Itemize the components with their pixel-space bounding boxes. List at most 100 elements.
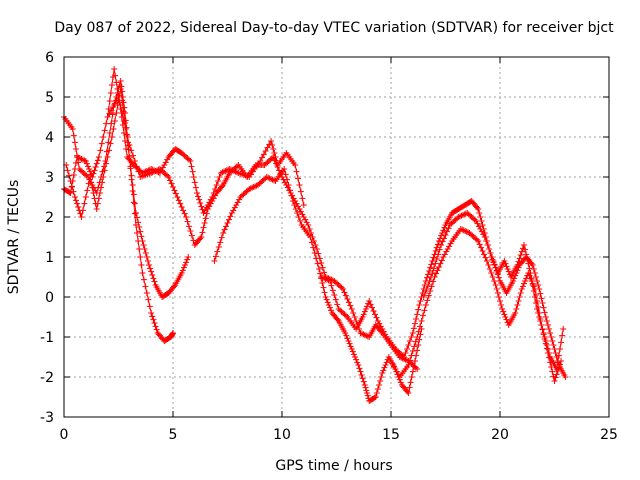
data-point-interp bbox=[180, 264, 187, 271]
data-point-interp bbox=[361, 308, 368, 315]
data-point-interp bbox=[135, 168, 142, 175]
data-point-interp bbox=[491, 261, 498, 268]
data-point-interp bbox=[501, 311, 508, 318]
data-point-interp bbox=[296, 182, 303, 188]
data-point-interp bbox=[558, 339, 565, 346]
data-point-interp bbox=[374, 386, 381, 392]
series-2 bbox=[61, 78, 176, 344]
data-point-interp bbox=[267, 156, 274, 163]
data-point-interp bbox=[320, 284, 327, 291]
data-point-interp bbox=[124, 134, 131, 140]
data-point-interp bbox=[537, 290, 544, 297]
data-point-interp bbox=[465, 211, 472, 218]
data-point-interp bbox=[479, 222, 486, 228]
data-point bbox=[429, 270, 436, 276]
data-point-interp bbox=[215, 178, 222, 184]
data-point bbox=[538, 322, 545, 328]
data-point-interp bbox=[131, 200, 138, 207]
data-point-interp bbox=[364, 303, 371, 310]
data-point-interp bbox=[121, 104, 128, 111]
data-point-interp bbox=[136, 246, 143, 252]
data-point-interp bbox=[352, 354, 359, 360]
data-point bbox=[313, 246, 320, 252]
data-point-interp bbox=[293, 168, 300, 175]
data-point-interp bbox=[252, 183, 259, 190]
data-point-interp bbox=[181, 262, 188, 268]
data-point bbox=[104, 114, 111, 120]
data-point-interp bbox=[542, 340, 549, 347]
data-point-interp bbox=[149, 313, 156, 320]
data-point-interp bbox=[363, 387, 370, 394]
data-point-interp bbox=[331, 292, 338, 298]
data-point-interp bbox=[417, 298, 424, 304]
data-point-interp bbox=[539, 300, 546, 306]
data-point-interp bbox=[111, 100, 118, 107]
data-point-interp bbox=[526, 272, 533, 279]
data-point-interp bbox=[162, 171, 169, 178]
data-point-interp bbox=[459, 212, 466, 218]
data-point-interp bbox=[530, 283, 537, 290]
data-point-interp bbox=[171, 187, 178, 194]
data-point-interp bbox=[274, 164, 281, 170]
data-point-interp bbox=[360, 378, 367, 385]
data-point-interp bbox=[162, 159, 169, 166]
data-point-interp bbox=[95, 195, 102, 202]
y-tick-label: 0 bbox=[45, 290, 54, 306]
data-point-interp bbox=[78, 156, 85, 162]
data-point-interp bbox=[317, 270, 324, 277]
data-point-interp bbox=[462, 210, 469, 217]
data-point-interp bbox=[260, 151, 267, 158]
data-point-interp bbox=[164, 156, 171, 163]
data-point-interp bbox=[96, 190, 103, 196]
data-point-interp bbox=[470, 234, 477, 240]
data-point-interp bbox=[543, 318, 550, 324]
data-point bbox=[139, 270, 146, 276]
data-point-interp bbox=[111, 118, 118, 124]
data-point bbox=[416, 302, 423, 308]
data-point-interp bbox=[209, 198, 216, 204]
data-point-interp bbox=[177, 200, 184, 207]
data-point-interp bbox=[130, 152, 137, 159]
data-point-interp bbox=[181, 152, 188, 159]
data-point-interp bbox=[475, 223, 482, 230]
data-point bbox=[401, 354, 408, 360]
data-point-interp bbox=[188, 163, 195, 170]
data-point bbox=[379, 370, 386, 376]
data-point-interp bbox=[210, 195, 217, 202]
data-point-interp bbox=[106, 98, 113, 104]
data-point bbox=[117, 86, 124, 92]
data-point-interp bbox=[70, 188, 77, 195]
data-point-interp bbox=[94, 157, 101, 164]
data-point-interp bbox=[150, 275, 157, 282]
data-point bbox=[115, 94, 122, 100]
data-point-interp bbox=[515, 264, 522, 271]
data-point-interp bbox=[550, 342, 557, 348]
data-point-interp bbox=[325, 302, 332, 308]
y-tick-label: 5 bbox=[45, 90, 54, 106]
data-point-interp bbox=[351, 314, 358, 320]
data-point bbox=[405, 390, 412, 396]
data-point-interp bbox=[409, 368, 416, 375]
data-point-interp bbox=[158, 167, 165, 174]
data-point-interp bbox=[491, 278, 498, 284]
data-point-interp bbox=[198, 203, 205, 210]
data-point-interp bbox=[495, 274, 502, 281]
data-point-interp bbox=[408, 374, 415, 380]
data-point-interp bbox=[229, 167, 236, 174]
data-point-interp bbox=[218, 234, 225, 241]
data-point-interp bbox=[549, 368, 556, 375]
data-point-interp bbox=[236, 196, 243, 203]
data-point bbox=[411, 358, 418, 364]
data-point-interp bbox=[152, 323, 159, 330]
data-point-interp bbox=[224, 220, 231, 226]
data-point bbox=[529, 262, 536, 268]
data-point-interp bbox=[104, 154, 111, 160]
data-point-interp bbox=[409, 348, 416, 354]
data-point-interp bbox=[183, 154, 190, 160]
data-point-interp bbox=[223, 223, 230, 230]
data-point-interp bbox=[72, 146, 79, 152]
data-point-interp bbox=[197, 200, 204, 206]
data-point bbox=[318, 274, 325, 280]
y-axis-label: SDTVAR / TECUs bbox=[6, 180, 22, 295]
